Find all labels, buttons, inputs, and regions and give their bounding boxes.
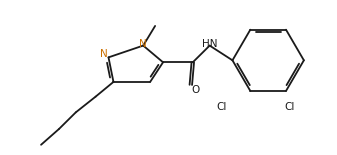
Text: N: N	[100, 49, 108, 59]
Text: Cl: Cl	[216, 102, 227, 113]
Text: N: N	[139, 39, 147, 49]
Text: O: O	[192, 85, 200, 95]
Text: HN: HN	[202, 39, 217, 49]
Text: Cl: Cl	[285, 102, 295, 113]
